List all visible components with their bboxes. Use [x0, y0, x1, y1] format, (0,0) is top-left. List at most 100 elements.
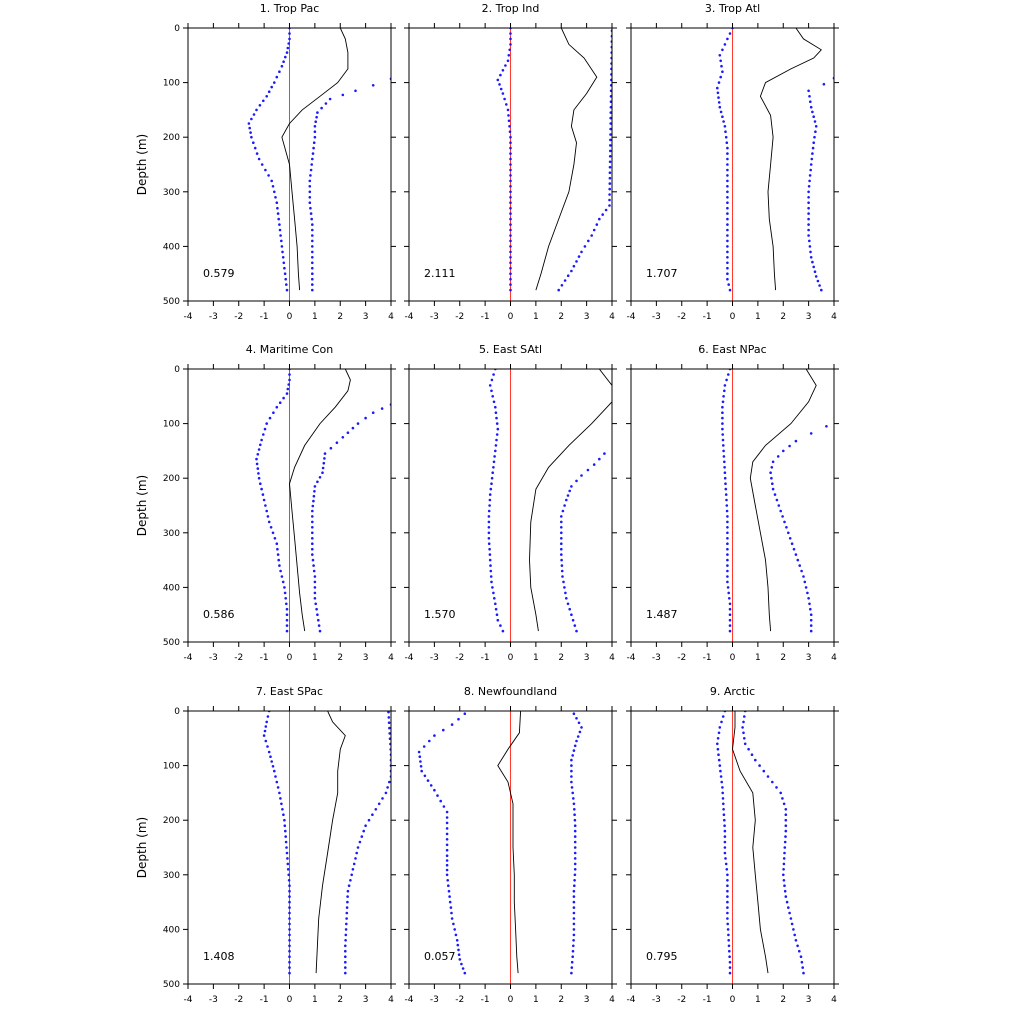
upper-bound-point — [572, 749, 576, 752]
lower-bound-point — [726, 906, 729, 909]
lower-bound-point — [722, 449, 725, 453]
lower-bound-point — [505, 103, 508, 106]
lower-bound-point — [447, 884, 450, 887]
lower-bound-point — [726, 266, 729, 270]
upper-bound-point — [560, 526, 563, 529]
lower-bound-point — [262, 99, 265, 103]
upper-bound-point — [387, 716, 391, 719]
lower-bound-point — [288, 928, 291, 931]
lower-bound-point — [721, 422, 724, 425]
lower-bound-point — [457, 717, 460, 721]
y-tick-label: 500 — [163, 638, 180, 648]
upper-bound-point — [825, 425, 828, 428]
upper-bound-point — [344, 949, 347, 953]
mean-line — [749, 369, 817, 632]
lower-bound-point — [728, 613, 732, 616]
upper-bound-point — [793, 933, 796, 937]
lower-bound-point — [490, 476, 494, 480]
lower-bound-point — [728, 288, 732, 292]
panel-title: 2. Trop Ind — [482, 2, 540, 15]
lower-bound-point — [457, 953, 461, 956]
upper-bound-point — [742, 731, 745, 735]
upper-bound-point — [573, 868, 577, 871]
upper-bound-point — [779, 791, 782, 795]
upper-bound-point — [341, 436, 345, 439]
upper-bound-point — [802, 575, 805, 578]
upper-bound-point — [784, 824, 788, 827]
x-tick-label: -4 — [184, 995, 193, 1005]
lower-bound-point — [274, 775, 277, 778]
lower-bound-point — [288, 37, 291, 41]
panel-1: 1. Trop Pac -4 -3 -2 -1 0 1 2 3 4 0 100 200 300 400 500… — [135, 2, 396, 322]
panel-value-label: 0.579 — [203, 267, 235, 280]
lower-bound-point — [509, 201, 512, 204]
lower-bound-point — [276, 786, 280, 789]
lower-bound-point — [445, 843, 449, 847]
lower-bound-point — [726, 917, 729, 920]
upper-bound-point — [351, 868, 355, 871]
lower-bound-point — [728, 960, 732, 964]
x-tick-label: 4 — [388, 312, 394, 322]
upper-bound-point — [358, 840, 362, 844]
lower-bound-point — [259, 443, 262, 447]
lower-bound-point — [276, 553, 280, 556]
upper-bound-point — [570, 758, 573, 762]
y-tick-label: 100 — [163, 420, 180, 430]
upper-bound-point — [563, 504, 566, 507]
lower-bound-point — [726, 515, 729, 518]
lower-bound-point — [255, 457, 258, 461]
upper-bound-point — [571, 754, 574, 757]
lower-bound-point — [726, 190, 729, 194]
upper-bound-point — [771, 780, 774, 784]
x-tick-label: -1 — [481, 312, 490, 322]
lower-bound-point — [509, 217, 512, 221]
lower-bound-point — [723, 476, 727, 480]
lower-bound-point — [509, 174, 512, 177]
lower-bound-point — [275, 542, 279, 545]
upper-bound-point — [309, 174, 312, 177]
panel-value-label: 2.111 — [424, 267, 456, 280]
lower-bound-point — [726, 569, 729, 573]
x-tick-label: -2 — [677, 653, 686, 663]
lower-bound-point — [419, 760, 422, 763]
lower-bound-point — [263, 729, 267, 733]
upper-bound-point — [783, 889, 787, 893]
lower-bound-point — [423, 774, 427, 778]
upper-bound-point — [807, 196, 810, 199]
upper-bound-point — [564, 591, 567, 595]
upper-bound-point — [566, 494, 570, 497]
lower-bound-point — [723, 835, 727, 838]
upper-bound-point — [580, 726, 583, 729]
upper-bound-point — [346, 431, 350, 435]
upper-bound-point — [320, 106, 323, 110]
x-tick-label: -4 — [184, 312, 193, 322]
upper-bound-point — [324, 102, 328, 105]
upper-bound-point — [809, 250, 812, 254]
lower-bound-point — [271, 185, 275, 188]
upper-bound-point — [575, 717, 578, 720]
lower-bound-point — [488, 558, 492, 562]
lower-bound-point — [260, 163, 264, 166]
lower-bound-point — [285, 618, 289, 622]
lower-bound-point — [264, 168, 267, 172]
lower-bound-point — [266, 715, 270, 718]
upper-bound-point — [771, 482, 774, 486]
lower-bound-point — [508, 125, 511, 128]
lower-bound-point — [261, 493, 265, 496]
upper-bound-point — [573, 829, 577, 833]
upper-bound-point — [318, 476, 322, 479]
lower-bound-point — [494, 405, 497, 409]
upper-bound-point — [311, 531, 314, 535]
upper-bound-point — [311, 504, 315, 508]
lower-bound-point — [723, 460, 726, 464]
x-tick-label: -3 — [430, 312, 439, 322]
x-tick-label: 1 — [312, 312, 318, 322]
upper-bound-point — [573, 818, 577, 822]
lower-bound-point — [272, 411, 275, 415]
lower-bound-point — [284, 840, 288, 844]
upper-bound-point — [572, 933, 576, 937]
panel-2: 2. Trop Ind -4 -3 -2 -1 0 1 2 3 4 2.111 — [404, 2, 617, 322]
lower-bound-point — [280, 575, 284, 578]
lower-bound-point — [728, 624, 732, 627]
mean-line — [535, 28, 598, 291]
